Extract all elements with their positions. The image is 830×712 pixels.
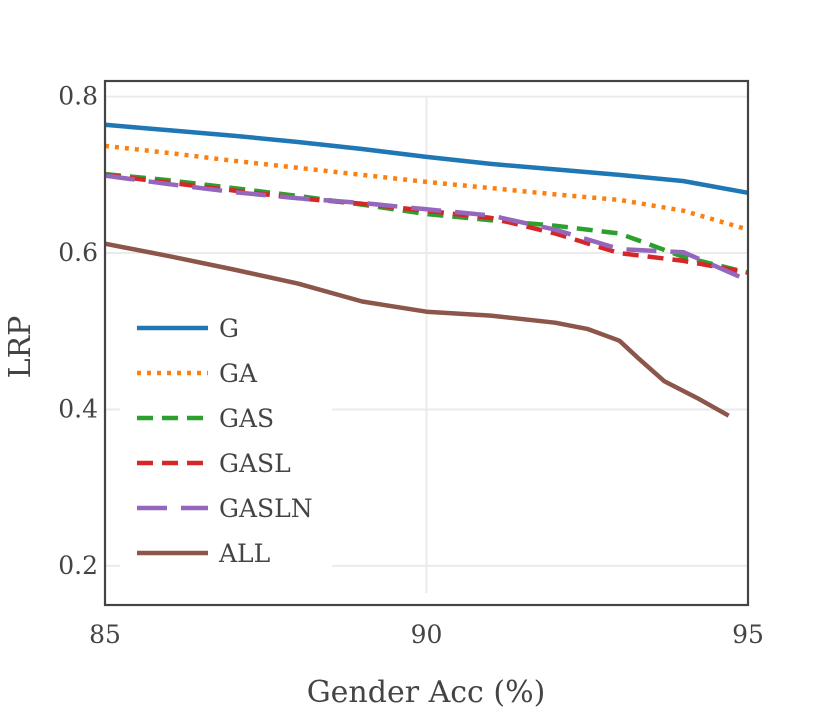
legend: G GA GAS GASL GASLN ALL <box>137 314 313 568</box>
plot-frame <box>103 79 750 607</box>
tick-labels: 0.2 0.4 0.6 0.8 85 90 95 <box>58 82 764 649</box>
y-tick-label-0-4: 0.4 <box>58 394 98 423</box>
legend-label-gasln: GASLN <box>219 494 313 523</box>
series-line-ga <box>104 143 749 232</box>
y-tick-label-0-6: 0.6 <box>58 238 98 267</box>
legend-label-gas: GAS <box>219 404 274 433</box>
series-lines <box>104 122 749 418</box>
x-tick-label-95: 95 <box>732 620 764 649</box>
legend-background <box>120 305 332 587</box>
legend-label-all: ALL <box>218 539 270 568</box>
series-line-all <box>104 241 730 418</box>
legend-label-ga: GA <box>219 359 258 388</box>
y-tick-label-0-8: 0.8 <box>58 82 98 111</box>
series-line-gasln <box>104 173 749 283</box>
y-tick-label-0-2: 0.2 <box>58 551 98 580</box>
series-line-gas <box>104 171 749 275</box>
series-line-g <box>104 122 749 196</box>
legend-label-g: G <box>219 314 239 343</box>
x-tick-label-90: 90 <box>411 620 443 649</box>
x-axis-label: Gender Acc (%) <box>307 675 546 710</box>
legend-label-gasl: GASL <box>219 449 291 478</box>
x-tick-label-85: 85 <box>89 620 121 649</box>
y-axis-label: LRP <box>3 316 38 379</box>
